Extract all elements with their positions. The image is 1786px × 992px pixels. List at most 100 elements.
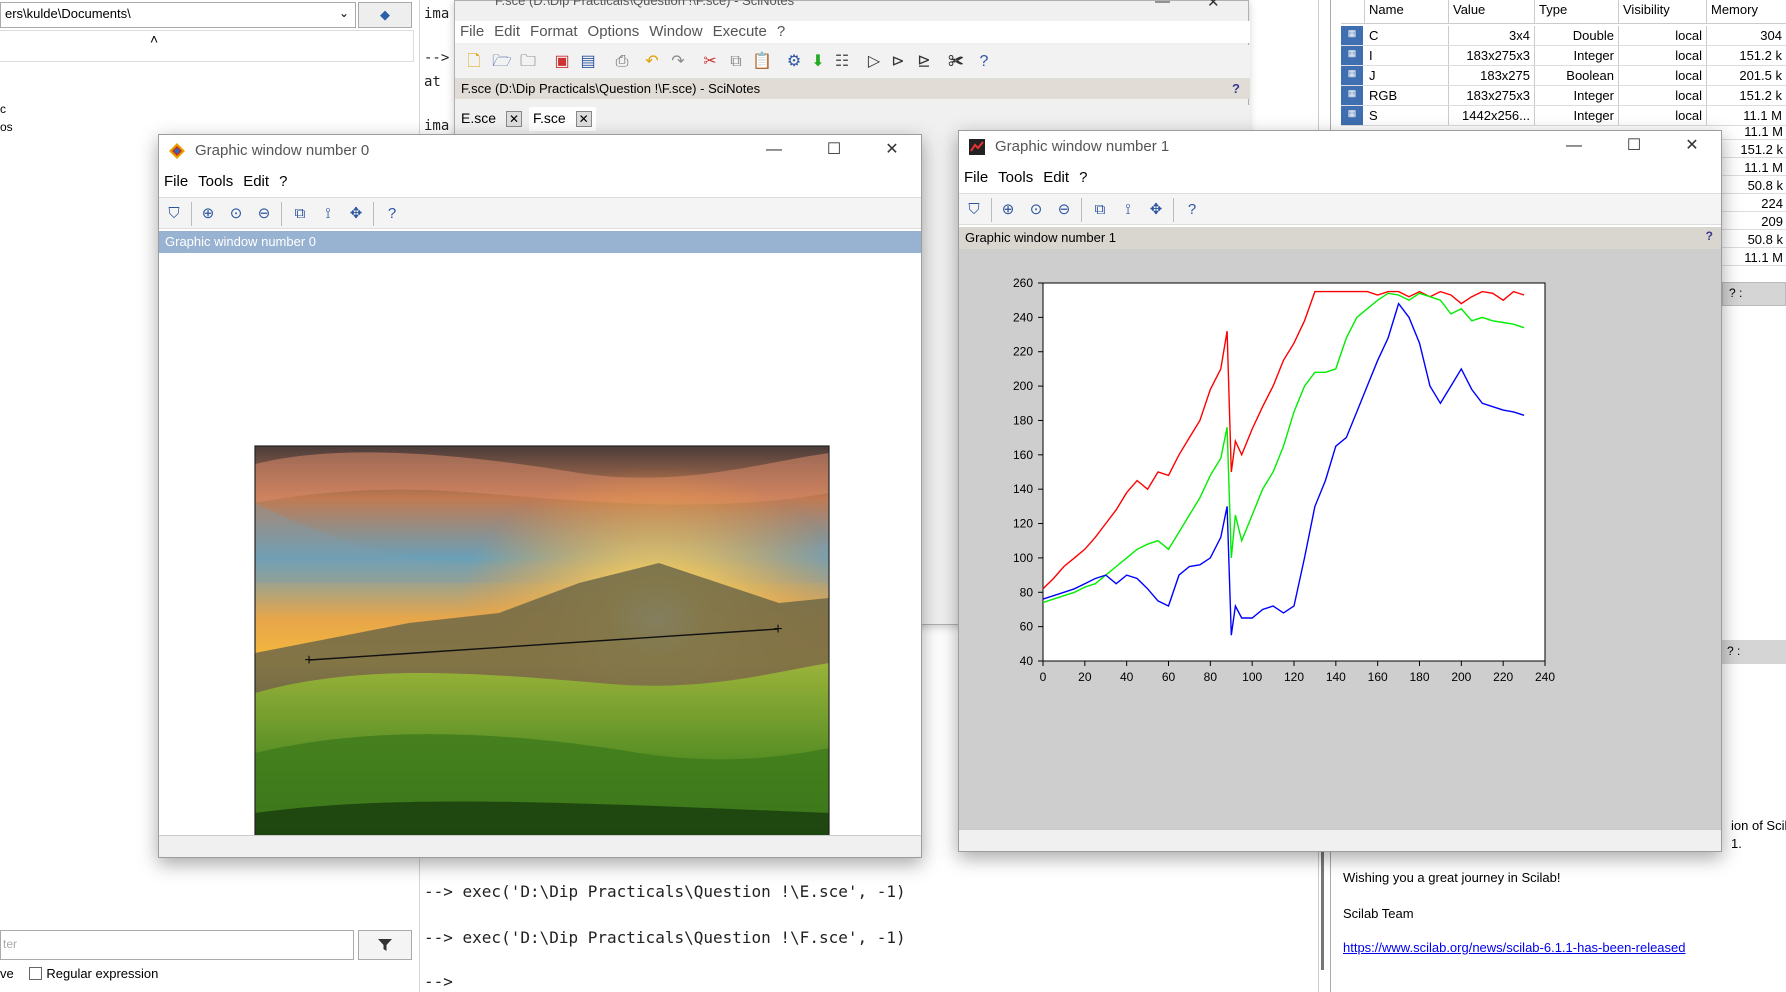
series-line-0[interactable] [1042,290,1525,590]
copy-icon[interactable]: ⧉ [730,53,742,70]
news-link[interactable]: https://www.scilab.org/news/scilab-6.1.1… [1343,940,1686,955]
datatip-icon[interactable]: ⧉ [294,205,306,222]
curve-edit-icon[interactable]: ⟟ [325,205,331,222]
find-icon[interactable]: ⚙ [786,53,802,70]
column-type[interactable]: Type [1535,0,1619,23]
download-icon[interactable]: ⬇ [811,53,825,70]
filter-input[interactable]: ter [0,930,354,960]
variable-row[interactable]: ▦ C 3x4 Double local 304 [1341,26,1786,46]
variable-row[interactable]: ▦ S 1442x256... Integer local 11.1 M [1341,106,1786,126]
figure-0-svg[interactable]: + + [159,253,921,879]
maximize-button[interactable]: ☐ [1626,137,1642,154]
help-mark[interactable]: ? [1705,229,1713,243]
menu-tools[interactable]: Tools [998,169,1034,186]
menu-execute[interactable]: Execute [712,23,767,40]
variable-browser-titlebar[interactable]: ? : [1722,282,1786,306]
column-memory[interactable]: Memory [1707,0,1786,23]
zoom-fit-icon[interactable]: ⊙ [1029,201,1043,218]
menu-file[interactable]: File [460,23,485,40]
news-feed-titlebar[interactable]: ? : [1721,640,1786,664]
menu-edit[interactable]: Edit [494,23,521,40]
menu-format[interactable]: Format [530,23,578,40]
minimize-button[interactable]: — [1566,137,1582,154]
menu-help[interactable]: ? [1079,169,1088,186]
series-line-1[interactable] [1042,292,1525,604]
close-button[interactable]: ✕ [885,141,899,158]
help-icon[interactable]: ? [979,53,989,70]
variable-row[interactable]: ▦ RGB 183x275x3 Integer local 151.2 k [1341,86,1786,106]
variable-row[interactable]: ▦ I 183x275x3 Integer local 151.2 k [1341,46,1786,66]
chevron-down-icon[interactable]: ⌄ [338,6,349,20]
graphic-window-1-canvas[interactable]: 0 20 40 60 80 100 120 140 160 180 200 220 240 40 60 80 1… [959,249,1721,829]
regex-checkbox[interactable] [29,967,43,980]
profile-chart-svg[interactable]: 0 20 40 60 80 100 120 140 160 180 200 220 240 40 60 80 1… [959,249,1721,829]
tools-icon[interactable]: ✀ [948,53,964,70]
menu-tools[interactable]: Tools [198,173,234,190]
open-file-icon[interactable]: 🗁 [492,53,512,70]
file-tree-header[interactable]: ˄ [0,30,414,62]
zoom-in-icon[interactable]: ⊕ [1001,201,1015,218]
menu-file[interactable]: File [964,169,989,186]
menu-help[interactable]: ? [279,173,288,190]
column-visibility[interactable]: Visibility [1619,0,1707,23]
help-mark[interactable]: ? [1232,81,1240,96]
graphic-window-1-titlebar[interactable]: Graphic window number 1 — ☐ ✕ [959,131,1721,163]
open-folder-icon[interactable]: 🗀 [519,53,536,70]
execute-file-icon[interactable]: ⊵ [917,53,931,70]
menu-edit[interactable]: Edit [1043,169,1070,186]
new-file-icon[interactable]: 🗋 [467,53,481,70]
sort-up-icon[interactable]: ˄ [150,31,159,47]
tree-icon[interactable]: ☷ [834,53,850,70]
rotate-icon[interactable]: ⛉ [968,201,980,218]
pan-icon[interactable]: ✥ [1149,201,1163,218]
execute-icon[interactable]: ▷ [867,53,881,70]
menu-edit[interactable]: Edit [243,173,270,190]
rotate-icon[interactable]: ⛉ [168,205,180,222]
icon-column-header[interactable] [1341,0,1365,23]
paste-icon[interactable]: 📋 [752,53,772,70]
undo-icon[interactable]: ↶ [645,53,659,70]
path-combo[interactable]: ers\kulde\Documents\ ⌄ [0,2,356,28]
column-value[interactable]: Value [1449,0,1535,23]
menu-options[interactable]: Options [587,23,640,40]
tree-item[interactable]: os [0,120,13,134]
zoom-out-icon[interactable]: ⊖ [1057,201,1071,218]
console-prompt[interactable]: --> [424,972,453,991]
execute-save-icon[interactable]: ⊳ [891,53,905,70]
zoom-in-icon[interactable]: ⊕ [201,205,215,222]
series-line-2[interactable] [1042,302,1525,636]
print-icon[interactable]: ⎙ [615,53,629,70]
cut-icon[interactable]: ✂ [703,53,717,70]
menu-window[interactable]: Window [649,23,703,40]
browse-folder-button[interactable]: ◆ [358,2,412,28]
help-icon[interactable]: ? [387,205,397,222]
close-tab-icon[interactable]: ✕ [506,111,523,127]
tab-f-sce[interactable]: F.sce ✕ [529,107,596,131]
close-tab-icon[interactable]: ✕ [575,111,592,127]
menu-help[interactable]: ? [776,23,786,40]
tree-item[interactable]: c [0,102,6,116]
maximize-button[interactable]: ☐ [826,141,842,158]
save-as-icon[interactable]: ▤ [580,53,596,70]
menu-file[interactable]: File [164,173,189,190]
graphic-window-0-canvas[interactable]: + + [159,253,921,879]
minimize-button[interactable]: — [1155,0,1170,10]
zoom-out-icon[interactable]: ⊖ [257,205,271,222]
graphic-window-0-titlebar[interactable]: Graphic window number 0 — ☐ ✕ [159,135,921,167]
minimize-button[interactable]: — [766,141,782,158]
curve-edit-icon[interactable]: ⟟ [1125,201,1131,218]
redo-icon[interactable]: ↷ [671,53,685,70]
variable-row[interactable]: ▦ J 183x275 Boolean local 201.5 k [1341,66,1786,86]
save-icon[interactable]: ▣ [554,53,570,70]
tab-e-sce[interactable]: E.sce ✕ [457,107,526,131]
zoom-fit-icon[interactable]: ⊙ [229,205,243,222]
help-icon[interactable]: ? [1187,201,1197,218]
plot-area[interactable] [1042,282,1546,662]
datatip-icon[interactable]: ⧉ [1094,201,1106,218]
filter-button[interactable] [358,930,412,960]
scrollbar-thumb[interactable] [1321,820,1324,970]
close-button[interactable]: ✕ [1685,137,1699,154]
pan-icon[interactable]: ✥ [349,205,363,222]
column-name[interactable]: Name [1365,0,1449,23]
close-button[interactable]: ✕ [1207,0,1220,11]
